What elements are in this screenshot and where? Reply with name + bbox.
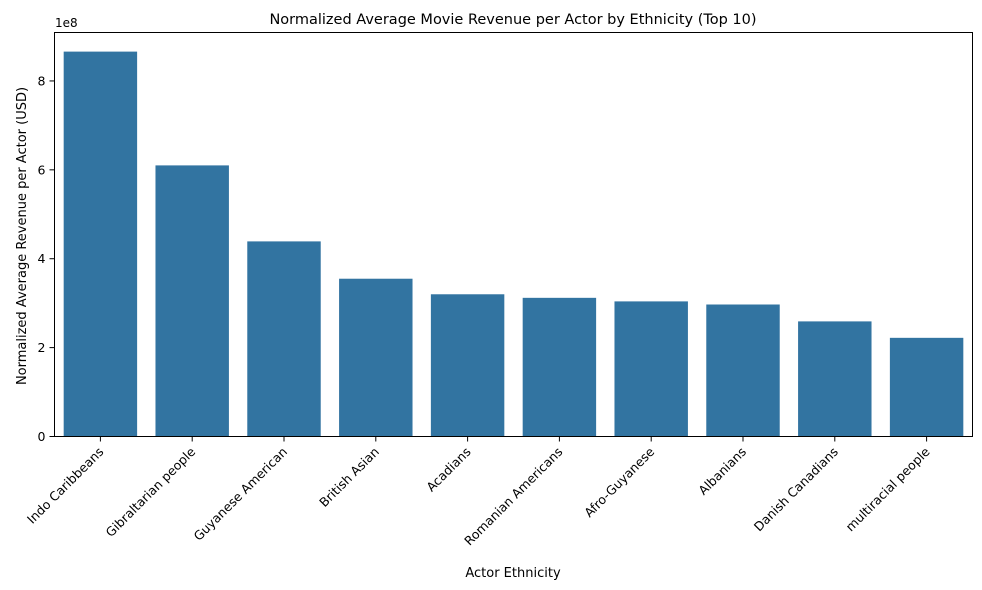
x-tick-label: Gibraltarian people [103,444,199,540]
x-tick-label: Acadians [423,444,473,494]
plot-frame [54,32,973,437]
bar-guyanese-american [247,241,321,437]
chart-title: Normalized Average Movie Revenue per Act… [269,12,756,28]
bar-danish-canadians [798,321,872,437]
bar-british-asian [339,278,413,437]
y-tick-label: 4 [38,251,46,266]
x-tick-label: Albanians [695,444,749,498]
x-tick-label: Guyanese American [190,444,290,544]
x-tick-label: British Asian [316,444,382,510]
bar-albanians [706,304,780,437]
x-tick-label: Danish Canadians [751,444,841,534]
bar-multiracial-people [889,337,964,437]
bar-gibraltarian-people [155,165,229,437]
y-tick-label: 8 [38,73,46,88]
bars-group [63,51,964,437]
x-tick-label: Indo Caribbeans [24,444,107,527]
x-tick-label: multiracial people [843,444,933,534]
y-axis-ticks: 0 2 4 6 8 [38,73,55,444]
bar-indo-caribbeans [63,51,138,437]
bar-romanian-americans [522,297,597,437]
y-tick-label: 2 [38,340,46,355]
bar-afro-guyanese [614,301,688,437]
y-axis-offset-label: 1e8 [55,16,78,30]
x-tick-label: Romanian Americans [461,444,565,548]
bar-acadians [430,294,505,437]
x-axis-label: Actor Ethnicity [465,566,561,581]
y-axis-label: Normalized Average Revenue per Actor (US… [15,87,30,385]
y-tick-label: 6 [38,162,46,177]
y-tick-label: 0 [38,429,46,444]
x-tick-label: Afro-Guyanese [581,444,657,520]
